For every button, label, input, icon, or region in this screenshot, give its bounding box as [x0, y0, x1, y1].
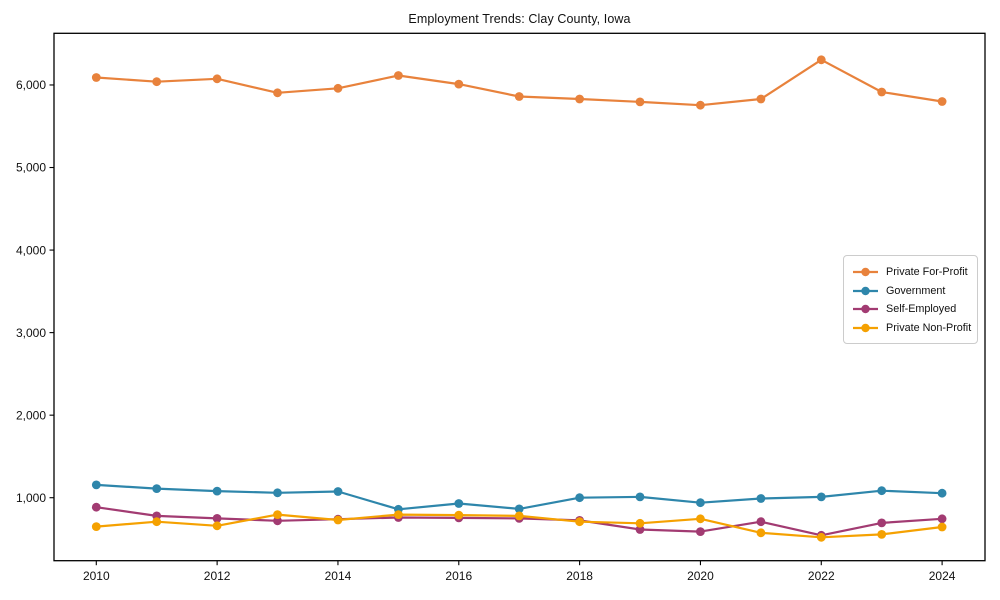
x-tick-label: 2024 [929, 569, 956, 583]
series-marker-private-non-profit [514, 511, 524, 521]
legend-marker-private-for-profit [853, 267, 878, 277]
legend-label-government: Government [886, 284, 946, 297]
legend-label-private-non-profit: Private Non-Profit [886, 321, 972, 334]
y-tick-label: 1,000 [16, 491, 46, 505]
series-marker-private-non-profit [273, 510, 282, 519]
series-marker-private-non-profit [212, 521, 222, 531]
x-tick-label: 2010 [83, 569, 110, 583]
series-marker-private-for-profit [816, 55, 826, 65]
series-marker-private-for-profit [514, 92, 524, 101]
legend-item-private-for-profit: Private For-Profit [852, 263, 969, 281]
series-marker-self-employed [273, 516, 282, 526]
series-marker-private-non-profit [454, 510, 464, 520]
legend-marker-private-non-profit [853, 323, 878, 333]
series-marker-private-for-profit [696, 100, 705, 110]
x-tick-label: 2014 [325, 569, 352, 583]
series-marker-self-employed [756, 517, 766, 527]
y-tick-label: 6,000 [16, 78, 46, 92]
legend-label-self-employed: Self-Employed [886, 303, 957, 316]
y-tick-label: 3,000 [16, 326, 46, 340]
series-marker-private-for-profit [91, 73, 101, 82]
series-private-non-profit [91, 510, 947, 542]
series-marker-government [696, 498, 705, 508]
series-marker-private-for-profit [152, 77, 162, 87]
legend-label-private-for-profit: Private For-Profit [886, 266, 968, 278]
chart-title: Employment Trends: Clay County, Iowa [408, 12, 631, 26]
series-marker-private-for-profit [575, 94, 584, 104]
series-marker-self-employed [937, 514, 947, 524]
series-marker-private-non-profit [756, 528, 766, 538]
series-marker-private-non-profit [937, 522, 947, 532]
series-marker-private-non-profit [333, 515, 343, 525]
series-marker-private-non-profit [816, 532, 826, 542]
series-government [91, 480, 947, 514]
legend-item-self-employed: Self-Employed [852, 300, 969, 318]
series-marker-self-employed [696, 527, 705, 536]
series-marker-private-for-profit [454, 79, 464, 89]
series-marker-private-non-profit [877, 530, 887, 539]
x-tick-label: 2020 [687, 569, 714, 583]
series-marker-private-for-profit [756, 94, 766, 104]
series-marker-private-non-profit [394, 510, 403, 519]
y-tick-label: 5,000 [16, 161, 46, 175]
y-tick-label: 2,000 [16, 408, 46, 422]
series-marker-private-for-profit [212, 74, 222, 84]
legend-item-government: Government [852, 282, 969, 300]
series-marker-government [514, 504, 524, 514]
plot-border [53, 32, 986, 562]
series-marker-private-non-profit [152, 517, 162, 527]
series-marker-government [454, 499, 464, 508]
series-marker-private-for-profit [333, 83, 343, 93]
legend-marker-government [853, 286, 878, 295]
series-marker-government [816, 492, 826, 502]
legend-marker-self-employed [853, 305, 878, 314]
series-marker-self-employed [91, 502, 101, 512]
series-marker-government [575, 493, 584, 503]
series-marker-government [152, 484, 162, 493]
series-marker-private-for-profit [273, 88, 282, 98]
series-marker-government [937, 488, 947, 498]
series-marker-private-non-profit [696, 514, 705, 524]
series-marker-private-for-profit [394, 71, 403, 80]
x-tick-label: 2016 [445, 569, 472, 583]
series-marker-private-non-profit [635, 518, 645, 528]
x-tick-label: 2012 [204, 569, 231, 583]
legend-item-private-non-profit: Private Non-Profit [852, 319, 972, 337]
series-private-for-profit [91, 55, 947, 110]
series-marker-self-employed [877, 518, 887, 528]
series-marker-private-non-profit [91, 522, 101, 531]
legend: Private For-Profit Government Self-Employe… [843, 255, 978, 344]
x-tick-label: 2018 [566, 569, 593, 583]
series-marker-self-employed [212, 514, 222, 523]
series-marker-government [756, 494, 766, 503]
series-marker-private-non-profit [575, 517, 584, 527]
y-tick-label: 4,000 [16, 243, 46, 257]
series-marker-government [877, 486, 887, 496]
series-marker-government [635, 492, 645, 502]
series-marker-private-for-profit [877, 87, 887, 97]
series-marker-private-for-profit [635, 97, 645, 107]
series-marker-government [333, 487, 343, 496]
series-marker-government [91, 480, 101, 490]
series-marker-private-for-profit [937, 97, 947, 106]
series-marker-government [212, 486, 222, 496]
series-marker-government [273, 488, 282, 498]
series-marker-self-employed [635, 525, 645, 534]
x-tick-label: 2022 [808, 569, 835, 583]
